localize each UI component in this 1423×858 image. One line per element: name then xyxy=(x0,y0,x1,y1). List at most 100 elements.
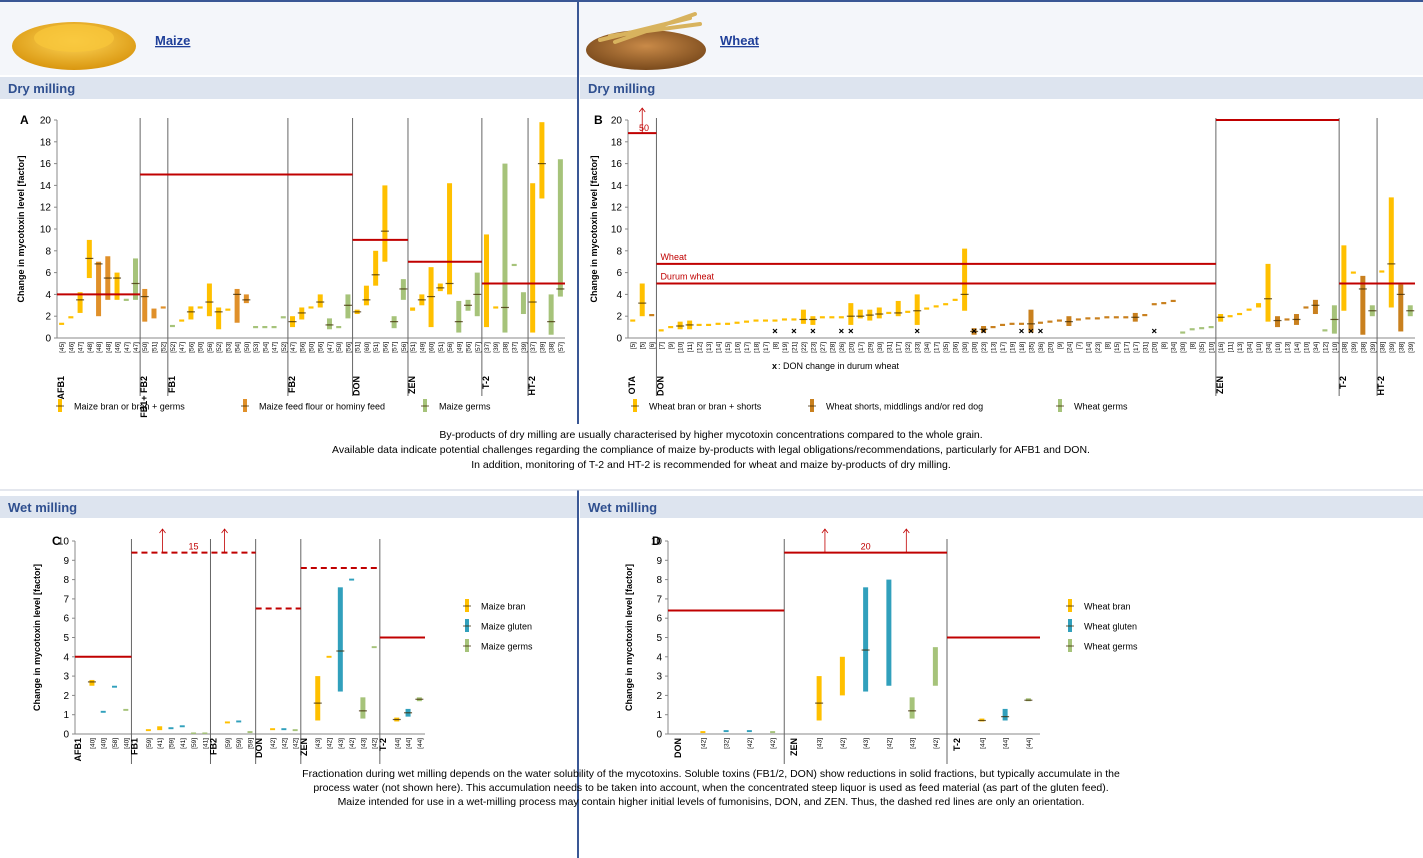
ref-label: [11] xyxy=(687,342,694,353)
legend-label: Maize feed flour or hominy feed xyxy=(259,402,385,412)
section-bar xyxy=(580,496,1423,518)
range-bar xyxy=(96,262,101,317)
range-bar xyxy=(863,587,868,691)
legend-label: Wheat germs xyxy=(1084,642,1138,652)
ref-label: [10] xyxy=(1303,342,1310,353)
legend-label: Maize germs xyxy=(439,402,491,412)
ref-label: [48] xyxy=(87,342,94,353)
crop-link[interactable]: Wheat xyxy=(720,33,760,48)
group-label: FB2 xyxy=(209,738,219,755)
ref-label: [39] xyxy=(1370,342,1377,353)
ref-label: [20] xyxy=(848,342,855,353)
ref-label: [42] xyxy=(700,738,707,749)
ref-label: [8] xyxy=(1161,342,1168,349)
ref-label: [34] xyxy=(924,342,931,353)
range-bar xyxy=(170,325,175,327)
range-bar xyxy=(953,299,958,301)
y-tick-label: 7 xyxy=(656,594,662,605)
y-tick-label: 5 xyxy=(656,633,662,644)
ref-label: [51] xyxy=(151,342,158,353)
ref-label: [45] xyxy=(59,342,66,353)
range-bar xyxy=(640,284,645,317)
range-bar xyxy=(1010,323,1015,325)
ref-label: [15] xyxy=(1114,342,1121,353)
ref-label: [18] xyxy=(1019,342,1026,353)
range-bar xyxy=(1123,316,1128,318)
y-tick-label: 20 xyxy=(40,116,52,127)
ref-label: [44] xyxy=(406,738,413,749)
ref-label: [16] xyxy=(1218,342,1225,353)
ref-label: [48] xyxy=(105,342,112,353)
group-label: DON xyxy=(655,376,665,396)
range-bar xyxy=(791,318,796,320)
ref-label: [47] xyxy=(272,342,279,353)
durum-marker xyxy=(1020,329,1024,333)
ref-label: [15] xyxy=(725,342,732,353)
y-tick-label: 9 xyxy=(656,556,662,567)
ref-label: [59] xyxy=(168,738,175,749)
group-label: FB1 xyxy=(130,738,140,755)
section-bar xyxy=(580,77,1423,99)
ref-label: [56] xyxy=(318,342,325,353)
ref-label: [13] xyxy=(706,342,713,353)
ref-label: [54] xyxy=(235,342,242,353)
range-bar xyxy=(840,657,845,696)
durum-marker xyxy=(1152,329,1156,333)
range-bar xyxy=(549,294,554,334)
ref-label: [13] xyxy=(991,342,998,353)
range-bar xyxy=(360,697,365,718)
range-bar xyxy=(493,306,498,308)
ref-label: [57] xyxy=(392,342,399,353)
range-bar xyxy=(512,264,517,266)
ref-label: [52] xyxy=(281,342,288,353)
group-label: AFB1 xyxy=(73,738,83,762)
ref-label: [53] xyxy=(253,342,260,353)
ref-label: [5] xyxy=(630,342,637,349)
range-bar xyxy=(558,159,563,296)
range-bar xyxy=(262,326,267,328)
ref-label: [51] xyxy=(438,342,445,353)
ref-label: [39] xyxy=(539,342,546,353)
ref-label: [41] xyxy=(157,738,164,749)
section-bar xyxy=(0,496,577,518)
ref-label: [8] xyxy=(772,342,779,349)
range-bar xyxy=(943,303,948,305)
y-tick-label: 5 xyxy=(63,633,69,644)
ref-label: [9] xyxy=(1057,342,1064,349)
range-bar xyxy=(991,326,996,328)
y-tick-label: 1 xyxy=(656,710,662,721)
ref-label: [19] xyxy=(782,342,789,353)
limit-value: 15 xyxy=(189,542,199,552)
ref-label: [38] xyxy=(1341,342,1348,353)
ref-label: [39] xyxy=(1389,342,1396,353)
range-bar xyxy=(910,697,915,718)
range-bar xyxy=(839,316,844,318)
crop-link[interactable]: Maize xyxy=(155,33,190,48)
ref-label: [51] xyxy=(373,342,380,353)
y-tick-label: 6 xyxy=(656,614,662,625)
ref-label: [52] xyxy=(216,342,223,353)
range-bar xyxy=(1266,264,1271,322)
range-bar xyxy=(236,720,241,722)
ref-label: [37] xyxy=(512,342,519,353)
range-bar xyxy=(659,329,664,331)
y-tick-label: 8 xyxy=(45,246,51,257)
durum-marker xyxy=(839,329,843,333)
range-bar xyxy=(886,580,891,686)
ref-label: [7] xyxy=(659,342,666,349)
range-bar xyxy=(1351,272,1356,274)
ref-label: [35] xyxy=(943,342,950,353)
y-tick-label: 3 xyxy=(63,672,69,683)
y-tick-label: 14 xyxy=(611,181,623,192)
note-line: Available data indicate potential challe… xyxy=(332,444,1090,456)
y-tick-label: 16 xyxy=(611,159,623,170)
note-line: By-products of dry milling are usually c… xyxy=(439,429,982,441)
range-bar xyxy=(858,310,863,319)
range-bar xyxy=(934,305,939,307)
range-bar xyxy=(725,323,730,325)
ref-label: [14] xyxy=(716,342,723,353)
ref-label: [35] xyxy=(1028,342,1035,353)
range-bar xyxy=(782,318,787,320)
ref-label: [39] xyxy=(1351,342,1358,353)
ref-label: [17] xyxy=(1000,342,1007,353)
